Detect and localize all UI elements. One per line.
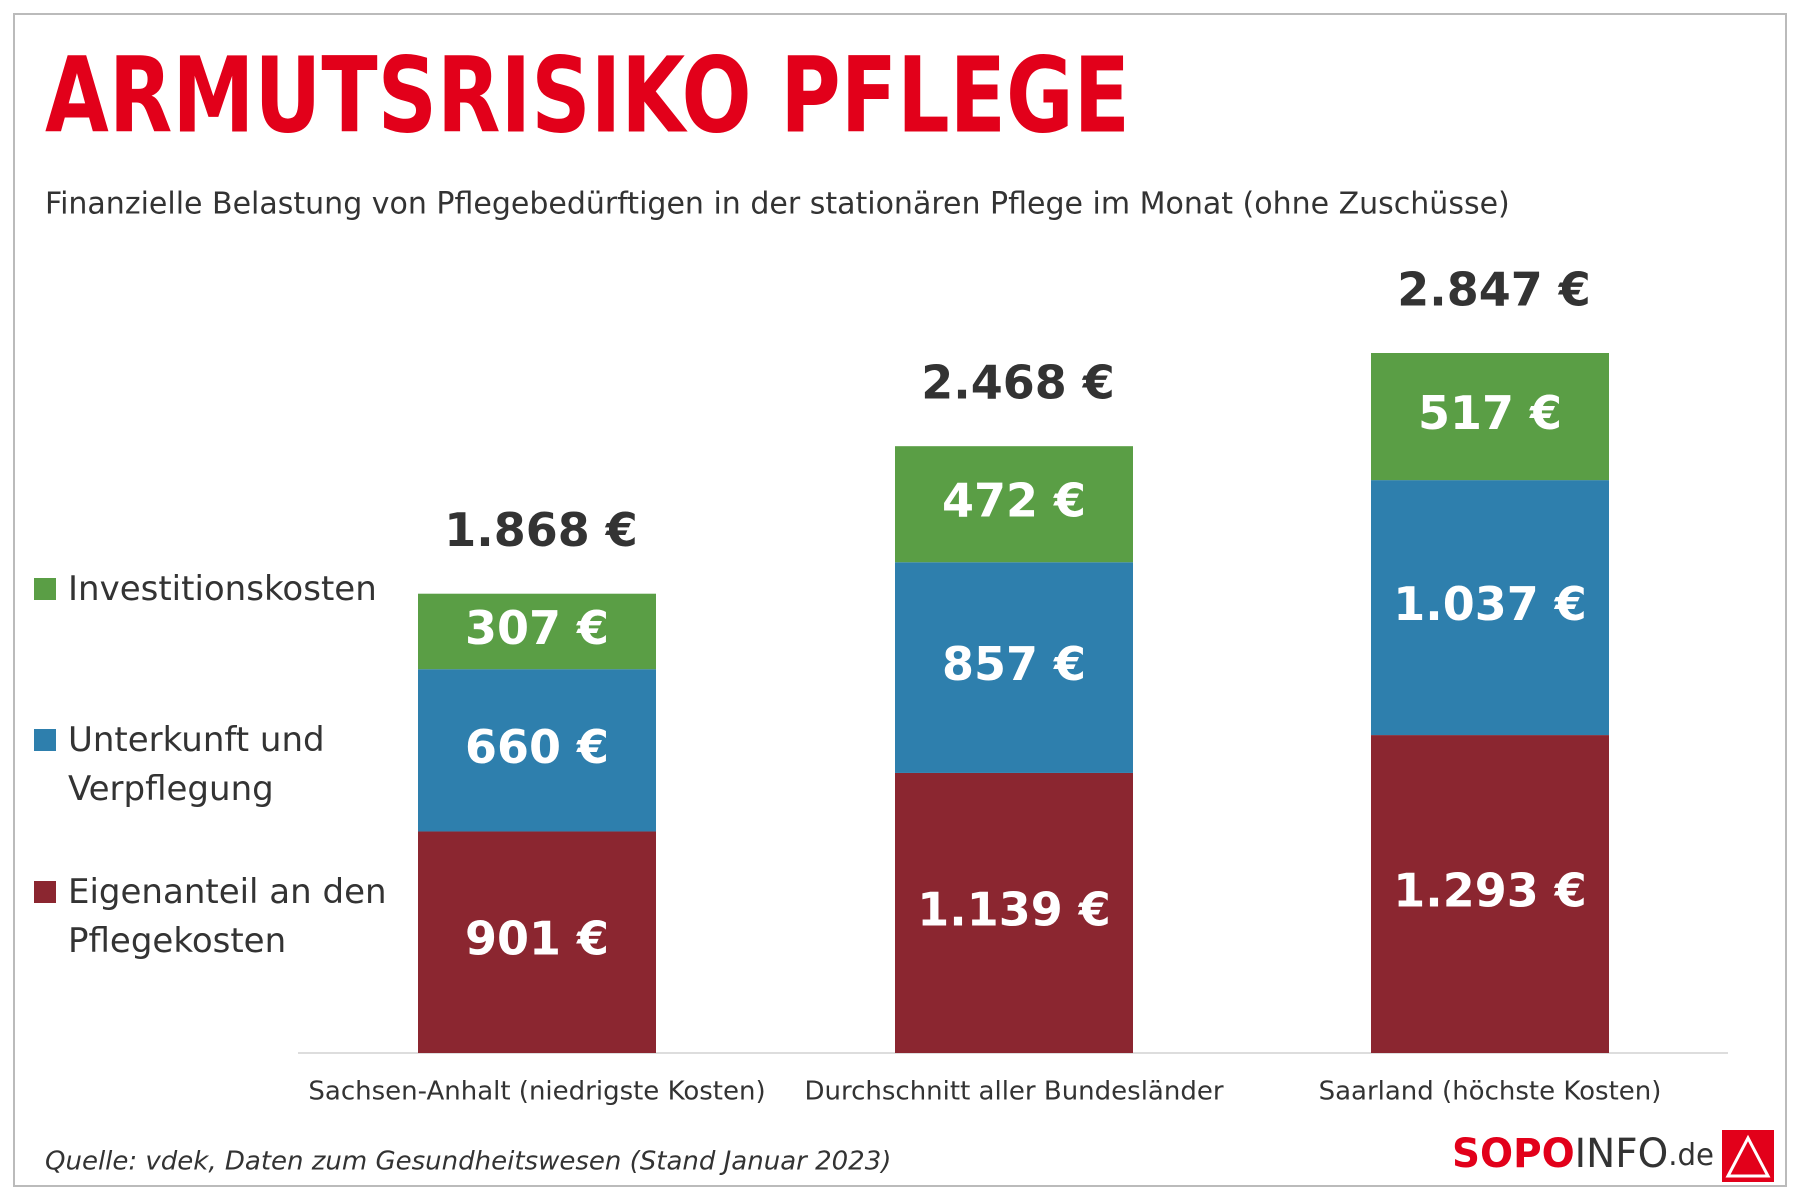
frame — [13, 13, 1787, 1187]
value-label: 660 € — [465, 720, 609, 774]
x-tick-label: Sachsen-Anhalt (niedrigste Kosten) — [308, 1077, 765, 1107]
x-tick-label: Saarland (höchste Kosten) — [1319, 1077, 1662, 1107]
bar-segment — [895, 446, 1133, 563]
total-label: 1.868 € — [444, 503, 638, 557]
value-label: 1.037 € — [1393, 577, 1587, 631]
logo-icon — [1722, 1130, 1774, 1182]
value-label: 901 € — [465, 912, 609, 966]
legend-label: Investitionskosten — [68, 569, 377, 609]
total-label: 2.847 € — [1397, 263, 1591, 317]
x-tick-label: Durchschnitt aller Bundesländer — [804, 1077, 1223, 1107]
value-label: 307 € — [465, 601, 609, 655]
value-label: 1.293 € — [1393, 864, 1587, 918]
bar-segment — [1371, 480, 1609, 736]
legend-label: Eigenanteil an den Pflegekosten — [68, 872, 387, 961]
brand-part: .de — [1668, 1138, 1714, 1173]
bar-segment — [895, 772, 1133, 1053]
value-label: 472 € — [942, 474, 1086, 528]
brand-part: INFO — [1575, 1131, 1669, 1177]
bar-segment — [418, 593, 656, 670]
value-label: 517 € — [1418, 386, 1562, 440]
legend-label: Unterkunft und Verpflegung — [68, 720, 325, 809]
brand: SOPOINFO.de — [1452, 1131, 1714, 1177]
legend-swatch — [34, 578, 56, 600]
bar-segment — [1371, 735, 1609, 1053]
legend-swatch — [34, 729, 56, 751]
brand-part: SOPO — [1452, 1131, 1575, 1177]
bar-segment — [418, 669, 656, 832]
legend-swatch — [34, 881, 56, 903]
value-label: 1.139 € — [917, 882, 1111, 936]
bar-segment — [1371, 353, 1609, 481]
value-label: 857 € — [942, 637, 1086, 691]
chart-title: ARMUTSRISIKO PFLEGE — [45, 34, 1130, 156]
chart-subtitle: Finanzielle Belastung von Pflegebedürfti… — [45, 187, 1510, 222]
bar-segment — [895, 562, 1133, 773]
total-label: 2.468 € — [921, 356, 1115, 410]
source: Quelle: vdek, Daten zum Gesundheitswesen… — [45, 1147, 891, 1177]
bar-segment — [418, 831, 656, 1053]
